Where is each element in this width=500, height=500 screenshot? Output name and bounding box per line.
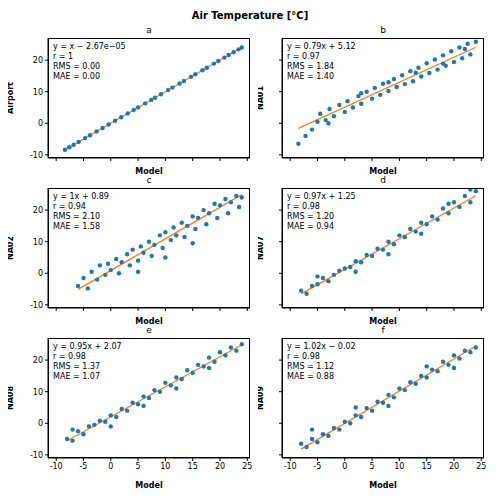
svg-text:5: 5 bbox=[136, 462, 141, 471]
svg-text:10: 10 bbox=[394, 462, 404, 471]
html-text:r = 0.98: r = 0.98 bbox=[287, 352, 320, 361]
svg-text:10: 10 bbox=[33, 238, 43, 247]
svg-text:10: 10 bbox=[160, 462, 170, 471]
html-text:Air Temperature [°C]: Air Temperature [°C] bbox=[191, 10, 309, 21]
svg-text:10: 10 bbox=[33, 88, 43, 97]
html-text:RMS = 1.37: RMS = 1.37 bbox=[53, 362, 101, 371]
svg-text:-5: -5 bbox=[79, 462, 87, 471]
svg-text:15: 15 bbox=[422, 462, 432, 471]
html-text:b: b bbox=[380, 25, 386, 35]
html-text:MAE = 0.88: MAE = 0.88 bbox=[287, 372, 334, 381]
html-text:y = 1.02x − 0.02: y = 1.02x − 0.02 bbox=[287, 342, 356, 351]
svg-text:Model: Model bbox=[369, 481, 397, 488]
svg-text:20: 20 bbox=[33, 356, 43, 365]
html-text:f: f bbox=[381, 325, 385, 335]
svg-text:0: 0 bbox=[108, 462, 113, 471]
svg-text:Model: Model bbox=[369, 167, 397, 174]
svg-text:NA02: NA02 bbox=[8, 236, 15, 260]
svg-text:Model: Model bbox=[369, 317, 397, 324]
html-text:d: d bbox=[380, 175, 386, 185]
svg-text:NA07: NA07 bbox=[258, 236, 265, 260]
svg-text:Model: Model bbox=[135, 317, 163, 324]
html-text:c: c bbox=[146, 175, 152, 185]
html-text:MAE = 1.58: MAE = 1.58 bbox=[53, 222, 100, 231]
html-text:y = 1x + 0.89: y = 1x + 0.89 bbox=[53, 192, 109, 201]
html-text:a: a bbox=[146, 25, 152, 35]
svg-text:10: 10 bbox=[33, 388, 43, 397]
svg-text:20: 20 bbox=[33, 206, 43, 215]
html-text:r = 0.94: r = 0.94 bbox=[53, 202, 86, 211]
svg-text:Model: Model bbox=[135, 481, 163, 488]
html-text:RMS = 1.20: RMS = 1.20 bbox=[287, 212, 335, 221]
svg-text:-10: -10 bbox=[284, 462, 297, 471]
svg-text:Model: Model bbox=[135, 167, 163, 174]
html-text:r = 0.98: r = 0.98 bbox=[53, 352, 86, 361]
html-text:RMS = 2.10: RMS = 2.10 bbox=[53, 212, 101, 221]
svg-text:20: 20 bbox=[449, 462, 459, 471]
html-text:RMS = 0.00: RMS = 0.00 bbox=[53, 62, 101, 71]
html-text:RMS = 1.12: RMS = 1.12 bbox=[287, 362, 335, 371]
html-text:y = 0.97x + 1.25: y = 0.97x + 1.25 bbox=[287, 192, 356, 201]
html-text:MAE = 0.94: MAE = 0.94 bbox=[287, 222, 334, 231]
svg-text:-10: -10 bbox=[50, 462, 63, 471]
svg-text:-5: -5 bbox=[313, 462, 321, 471]
svg-text:20: 20 bbox=[33, 56, 43, 65]
svg-text:0: 0 bbox=[38, 119, 43, 128]
svg-text:25: 25 bbox=[476, 462, 486, 471]
html-text:MAE = 0.00: MAE = 0.00 bbox=[53, 72, 100, 81]
svg-text:15: 15 bbox=[188, 462, 198, 471]
svg-text:25: 25 bbox=[242, 462, 252, 471]
html-text:RMS = 1.84: RMS = 1.84 bbox=[287, 62, 335, 71]
svg-text:NA09: NA09 bbox=[258, 386, 265, 410]
svg-text:20: 20 bbox=[215, 462, 225, 471]
svg-text:-10: -10 bbox=[30, 451, 43, 460]
svg-text:Airport: Airport bbox=[8, 82, 15, 114]
html-text:y = 0.95x + 2.07: y = 0.95x + 2.07 bbox=[53, 342, 122, 351]
svg-text:0: 0 bbox=[38, 269, 43, 278]
html-text:y = x − 2.67e−05: y = x − 2.67e−05 bbox=[53, 42, 126, 51]
html-text:r = 0.98: r = 0.98 bbox=[287, 202, 320, 211]
svg-text:-10: -10 bbox=[30, 301, 43, 310]
svg-text:-10: -10 bbox=[30, 151, 43, 160]
svg-text:5: 5 bbox=[370, 462, 375, 471]
html-text:r = 1: r = 1 bbox=[53, 52, 74, 61]
html-text:y = 0.79x + 5.12: y = 0.79x + 5.12 bbox=[287, 42, 356, 51]
html-text:MAE = 1.07: MAE = 1.07 bbox=[53, 372, 100, 381]
svg-text:0: 0 bbox=[342, 462, 347, 471]
html-text:e: e bbox=[146, 325, 152, 335]
html-text:r = 0.97: r = 0.97 bbox=[287, 52, 320, 61]
svg-text:0: 0 bbox=[38, 419, 43, 428]
svg-text:NA08: NA08 bbox=[8, 386, 15, 410]
svg-text:NA01: NA01 bbox=[258, 86, 265, 110]
html-text:MAE = 1.40: MAE = 1.40 bbox=[287, 72, 334, 81]
